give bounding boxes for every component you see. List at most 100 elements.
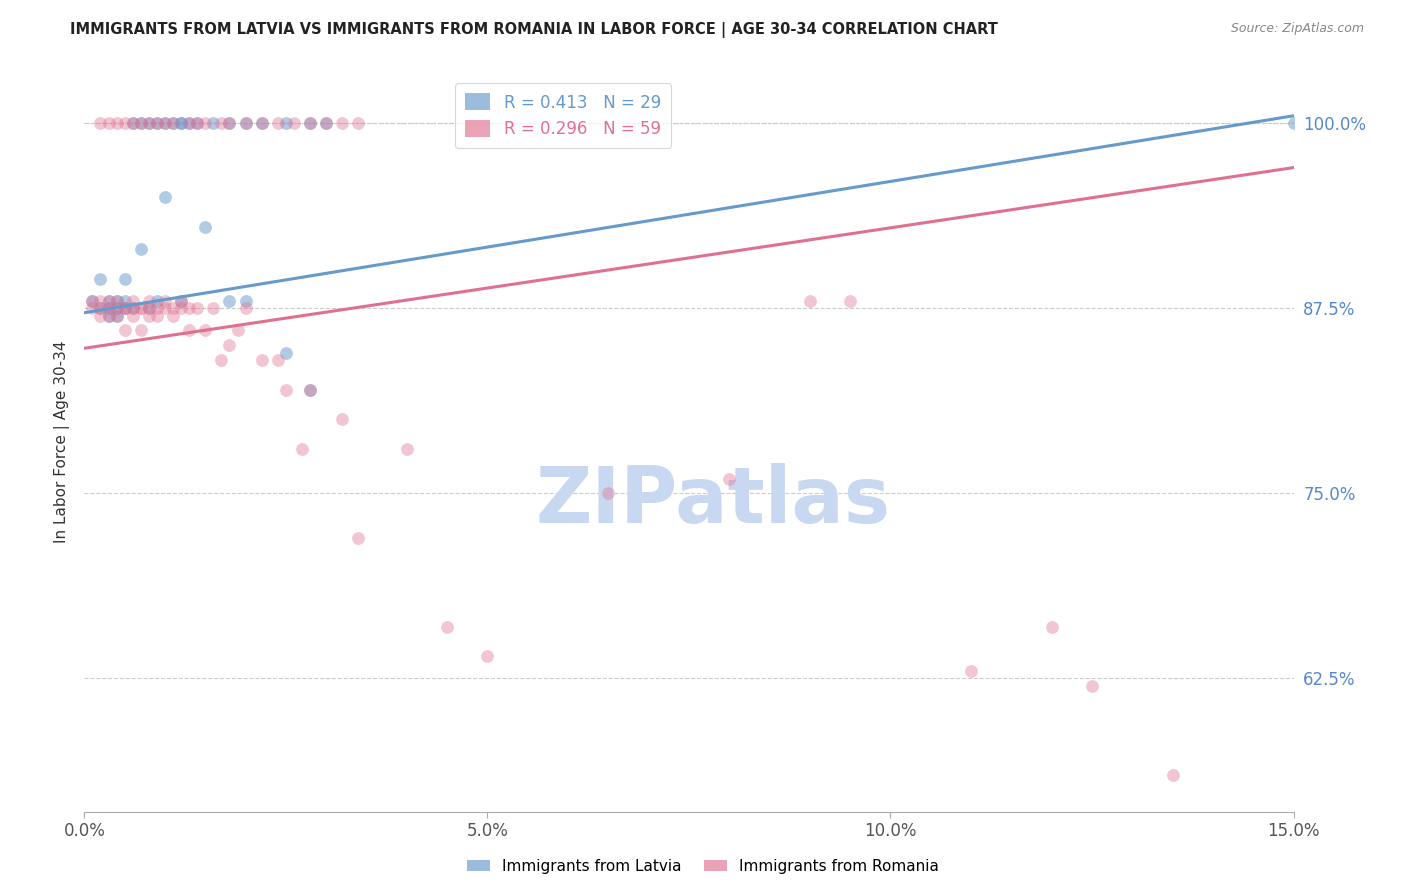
Point	[105, 301, 128, 316]
Point	[121, 116, 143, 130]
Point	[299, 383, 322, 397]
Point	[179, 116, 201, 130]
Point	[146, 293, 169, 308]
Legend: R = 0.413   N = 29, R = 0.296   N = 59: R = 0.413 N = 29, R = 0.296 N = 59	[456, 83, 671, 148]
Point	[114, 293, 136, 308]
Text: IMMIGRANTS FROM LATVIA VS IMMIGRANTS FROM ROMANIA IN LABOR FORCE | AGE 30-34 COR: IMMIGRANTS FROM LATVIA VS IMMIGRANTS FRO…	[70, 22, 998, 38]
Point	[395, 442, 418, 456]
Point	[121, 293, 143, 308]
Point	[330, 412, 353, 426]
Point	[718, 472, 741, 486]
Point	[235, 301, 257, 316]
Point	[153, 301, 176, 316]
Point	[1161, 767, 1184, 781]
Point	[82, 293, 104, 308]
Point	[138, 116, 160, 130]
Point	[82, 293, 104, 308]
Point	[202, 116, 225, 130]
Point	[138, 293, 160, 308]
Point	[146, 116, 169, 130]
Point	[153, 190, 176, 204]
Point	[121, 116, 143, 130]
Point	[105, 301, 128, 316]
Point	[114, 271, 136, 285]
Point	[202, 301, 225, 316]
Point	[114, 301, 136, 316]
Point	[89, 309, 111, 323]
Point	[153, 116, 176, 130]
Point	[218, 116, 240, 130]
Point	[129, 242, 152, 256]
Point	[97, 293, 120, 308]
Point	[283, 116, 305, 130]
Point	[209, 353, 232, 368]
Point	[226, 324, 249, 338]
Point	[799, 293, 821, 308]
Point	[274, 116, 297, 130]
Point	[153, 116, 176, 130]
Point	[267, 353, 290, 368]
Point	[121, 309, 143, 323]
Point	[1081, 679, 1104, 693]
Point	[598, 486, 620, 500]
Point	[138, 116, 160, 130]
Point	[250, 116, 273, 130]
Point	[170, 116, 193, 130]
Point	[138, 301, 160, 316]
Point	[186, 301, 208, 316]
Point	[291, 442, 314, 456]
Point	[170, 293, 193, 308]
Point	[179, 324, 201, 338]
Point	[315, 116, 337, 130]
Point	[114, 301, 136, 316]
Point	[179, 116, 201, 130]
Point	[299, 116, 322, 130]
Point	[105, 116, 128, 130]
Point	[347, 116, 370, 130]
Point	[436, 619, 458, 633]
Point	[250, 353, 273, 368]
Point	[138, 301, 160, 316]
Point	[960, 664, 983, 678]
Point	[1282, 116, 1305, 130]
Point	[121, 301, 143, 316]
Point	[194, 116, 217, 130]
Point	[97, 293, 120, 308]
Point	[89, 293, 111, 308]
Point	[97, 309, 120, 323]
Point	[218, 338, 240, 352]
Point	[82, 301, 104, 316]
Point	[146, 309, 169, 323]
Point	[170, 301, 193, 316]
Point	[162, 301, 184, 316]
Point	[162, 116, 184, 130]
Point	[89, 116, 111, 130]
Y-axis label: In Labor Force | Age 30-34: In Labor Force | Age 30-34	[55, 340, 70, 543]
Point	[162, 309, 184, 323]
Point	[89, 301, 111, 316]
Point	[89, 301, 111, 316]
Point	[274, 383, 297, 397]
Point	[170, 293, 193, 308]
Point	[121, 301, 143, 316]
Point	[179, 301, 201, 316]
Point	[194, 219, 217, 234]
Point	[105, 309, 128, 323]
Text: Source: ZipAtlas.com: Source: ZipAtlas.com	[1230, 22, 1364, 36]
Point	[162, 116, 184, 130]
Point	[274, 345, 297, 359]
Point	[129, 301, 152, 316]
Point	[89, 271, 111, 285]
Point	[235, 116, 257, 130]
Point	[105, 293, 128, 308]
Point	[315, 116, 337, 130]
Point	[105, 293, 128, 308]
Point	[299, 383, 322, 397]
Point	[218, 116, 240, 130]
Point	[129, 116, 152, 130]
Point	[114, 324, 136, 338]
Point	[209, 116, 232, 130]
Point	[105, 309, 128, 323]
Point	[146, 301, 169, 316]
Point	[250, 116, 273, 130]
